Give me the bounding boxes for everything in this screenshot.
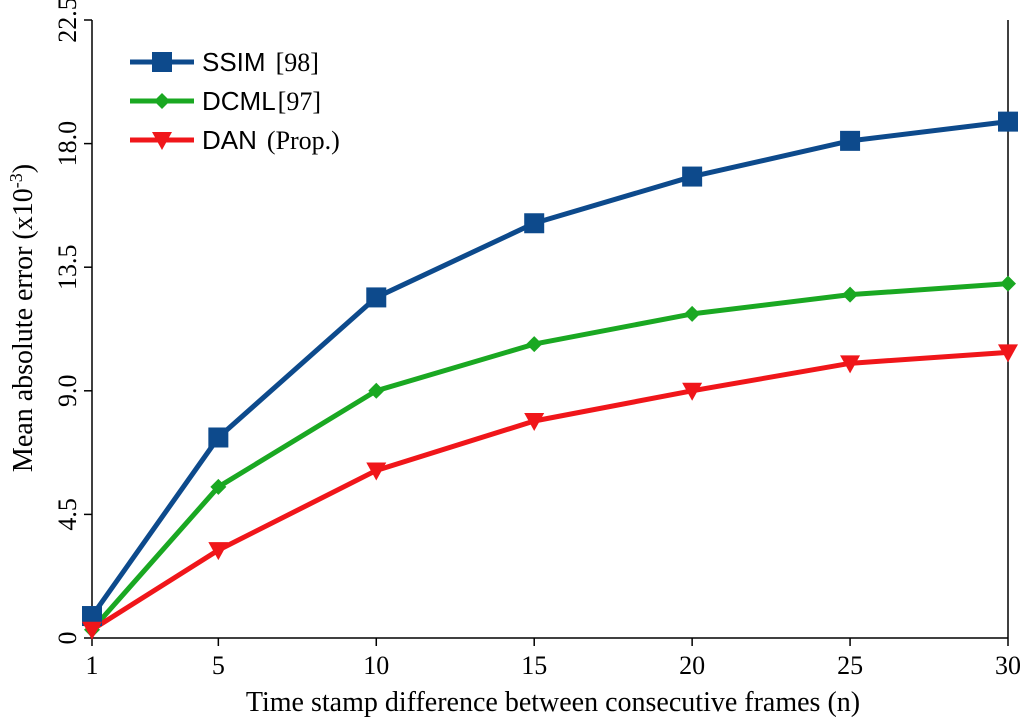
data-point-dcml (1000, 275, 1016, 292)
x-tick-label: 30 (995, 651, 1021, 680)
series-lines (89, 119, 1009, 632)
legend-label-dcml: DCML[97] (202, 86, 321, 116)
x-tick-label: 20 (679, 651, 705, 680)
legend-series-ref: [98] (276, 48, 319, 77)
data-point-dcml (842, 286, 859, 303)
y-axis-title-superscript: -3 (6, 173, 26, 188)
legend-marker-dcml (154, 93, 170, 109)
x-tick-label: 1 (86, 651, 99, 680)
data-point-dan (366, 462, 387, 481)
series-line-dan (90, 349, 1009, 632)
legend-series-name: DCML (202, 86, 276, 116)
data-point-dan (682, 382, 703, 401)
y-tick-label: 18.0 (53, 121, 82, 167)
legend-marker-ssim (152, 52, 172, 72)
legend-series-ref: (Prop.) (267, 126, 340, 155)
legend-marker-dan (152, 132, 172, 150)
data-point-ssim (524, 213, 545, 234)
x-tick-label: 5 (212, 651, 225, 680)
data-point-dan (82, 621, 102, 640)
series-markers (82, 111, 1018, 640)
x-tick-label: 25 (837, 651, 863, 680)
y-tick-label: 9.0 (53, 375, 82, 408)
y-axis-title-main: Mean absolute error (x10 (8, 188, 39, 472)
data-point-dcml (368, 382, 385, 399)
data-point-ssim (998, 111, 1018, 132)
legend-label-dan: DAN (Prop.) (202, 125, 340, 155)
data-point-dcml (684, 305, 701, 322)
data-point-ssim (366, 287, 387, 308)
x-tick-label: 10 (363, 651, 389, 680)
legend-series-ref: [97] (278, 87, 321, 116)
legend-series-name: SSIM (202, 47, 266, 77)
data-point-ssim (208, 427, 229, 448)
y-axis-title: Mean absolute error (x10-3) (6, 164, 39, 472)
data-point-dan (208, 542, 229, 561)
x-tick-labels: 1 5 10 15 20 25 30 (86, 651, 1022, 680)
y-tick-label: 13.5 (53, 244, 82, 290)
data-point-dan (840, 355, 861, 374)
data-point-dan (524, 413, 545, 432)
data-point-ssim (840, 130, 861, 151)
series-line-dcml (90, 281, 1009, 632)
y-tick-label: 4.5 (53, 498, 82, 531)
data-point-dan (998, 344, 1018, 363)
legend-series-name: DAN (202, 125, 257, 155)
x-axis-title: Time stamp difference between consecutiv… (246, 687, 860, 718)
data-point-dcml (210, 478, 227, 495)
legend: SSIM [98]DCML[97]DAN (Prop.) (130, 47, 340, 155)
y-tick-labels: 0 4.5 9.0 13.5 18.0 22.5 (53, 0, 82, 645)
y-tick-label: 22.5 (53, 0, 82, 43)
data-point-dcml (526, 336, 543, 353)
legend-label-ssim: SSIM [98] (202, 47, 319, 77)
data-point-ssim (682, 166, 703, 187)
y-axis-title-end: ) (8, 164, 39, 173)
y-tick-label: 0 (53, 632, 82, 645)
x-tick-label: 15 (521, 651, 547, 680)
data-point-ssim (82, 606, 102, 627)
